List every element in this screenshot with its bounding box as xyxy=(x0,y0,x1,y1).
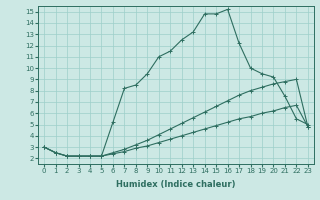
X-axis label: Humidex (Indice chaleur): Humidex (Indice chaleur) xyxy=(116,180,236,189)
